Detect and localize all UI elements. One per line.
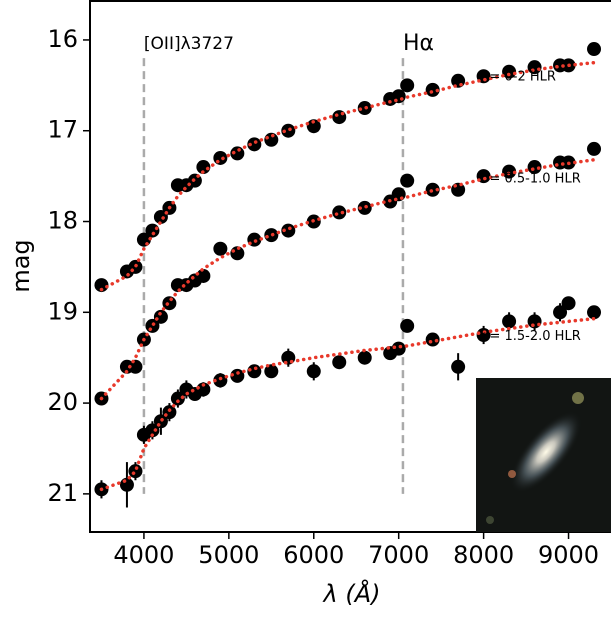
data-point: [332, 110, 347, 125]
data-point: [527, 314, 542, 329]
y-tick-label: 20: [47, 388, 78, 416]
data-point: [306, 119, 321, 134]
data-point: [527, 160, 542, 175]
x-tick-label: 6000: [283, 541, 344, 569]
data-point: [561, 296, 576, 311]
data-point: [502, 314, 517, 329]
data-point: [587, 42, 602, 57]
data-point: [281, 123, 296, 138]
y-tick-label: 21: [47, 479, 78, 507]
data-point: [502, 164, 517, 179]
data-point: [425, 182, 440, 197]
reference-line-label: Hα: [403, 31, 434, 56]
data-point: [332, 205, 347, 220]
x-tick-label: 5000: [198, 541, 259, 569]
y-axis-label: mag: [7, 239, 35, 292]
data-point: [451, 73, 466, 88]
series-label: r = 0.5-1.0 HLR: [480, 171, 581, 186]
model-curve: [99, 60, 596, 292]
plot-area: 16 17 18 19 20 21 4000 5000 6000 7000 8000 9000 [OII…: [47, 0, 611, 569]
data-point: [400, 78, 415, 93]
data-point: [145, 423, 160, 438]
data-point: [196, 160, 211, 175]
plot-frame: [89, 0, 611, 533]
data-point: [391, 187, 406, 202]
data-point: [213, 150, 228, 165]
data-point: [264, 364, 279, 379]
data-point: [281, 223, 296, 238]
x-tick-label: 7000: [368, 541, 429, 569]
data-point: [281, 350, 296, 365]
data-point: [230, 368, 245, 383]
data-point: [247, 364, 262, 379]
model-curve: [99, 158, 596, 401]
data-point: [357, 200, 372, 215]
data-point: [425, 82, 440, 97]
x-tick-label: 8000: [453, 541, 514, 569]
data-point: [400, 318, 415, 333]
data-point: [247, 137, 262, 152]
data-point: [128, 464, 143, 479]
y-tick-label: 17: [47, 116, 78, 144]
y-tick-label: 19: [47, 297, 78, 325]
data-point: [213, 373, 228, 388]
data-point: [357, 350, 372, 365]
data-point: [587, 141, 602, 156]
model-curve: [99, 316, 596, 492]
data-point: [213, 241, 228, 256]
data-point: [425, 332, 440, 347]
data-point: [332, 355, 347, 370]
y-tick-label: 16: [47, 25, 78, 53]
data-point: [451, 359, 466, 374]
data-point: [476, 327, 491, 342]
data-point: [94, 278, 109, 293]
data-point: [306, 364, 321, 379]
x-tick-label: 9000: [538, 541, 599, 569]
data-point: [391, 341, 406, 356]
data-point: [128, 359, 143, 374]
data-point: [400, 173, 415, 188]
data-point: [553, 305, 568, 320]
reference-line-label: [OII]λ3727: [144, 34, 234, 54]
data-point: [153, 309, 168, 324]
data-point: [451, 182, 466, 197]
x-tick-label: 4000: [113, 541, 174, 569]
data-point: [119, 477, 134, 492]
data-point: [587, 305, 602, 320]
x-axis-label: λ (Å): [322, 579, 381, 608]
series-label: r = 0-2 HLR: [480, 70, 556, 85]
data-point: [502, 64, 517, 79]
data-point: [196, 382, 211, 397]
inset-image: [476, 378, 611, 532]
data-point: [145, 223, 160, 238]
y-tick-label: 18: [47, 207, 78, 235]
series-label: r = 1.5-2.0 HLR: [480, 329, 581, 344]
data-point: [153, 209, 168, 224]
data-point: [196, 268, 211, 283]
data-point: [170, 391, 185, 406]
